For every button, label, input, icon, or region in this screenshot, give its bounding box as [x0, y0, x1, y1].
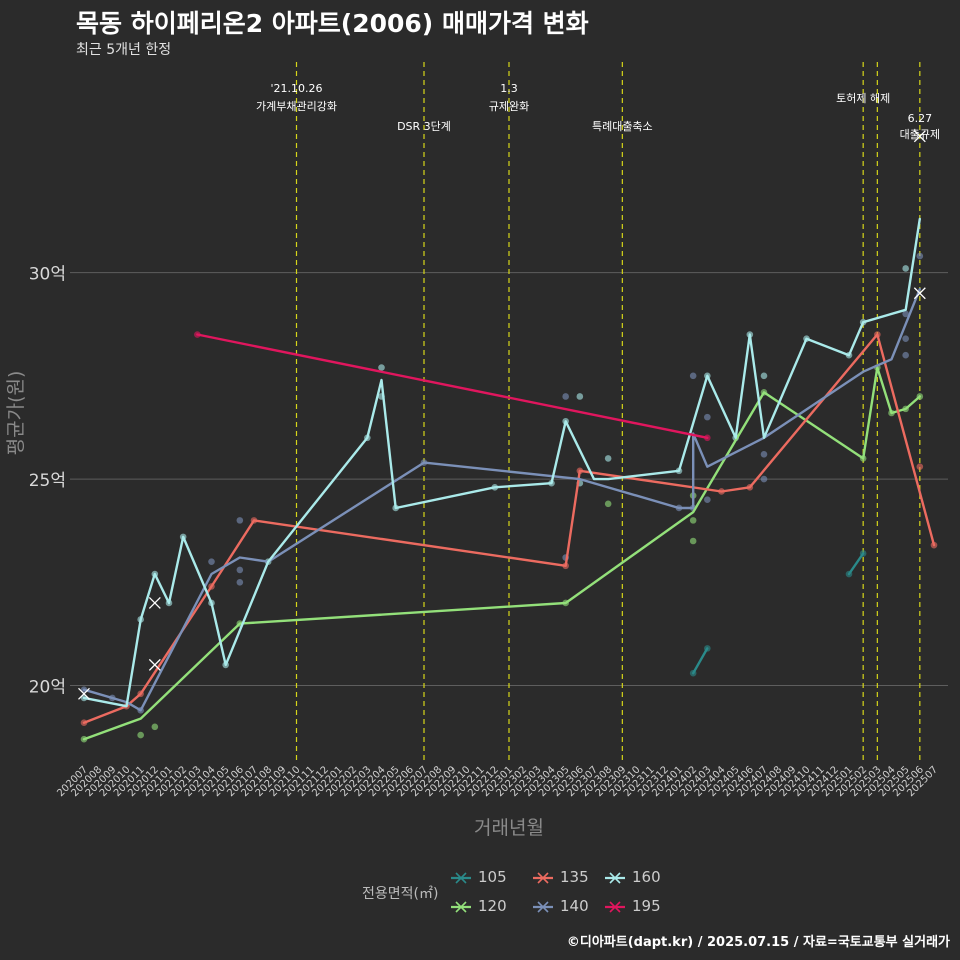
data-point-140 — [902, 335, 909, 342]
data-point-120 — [137, 731, 144, 739]
event-label: 규제완화 — [489, 100, 529, 113]
x-axis-title: 거래년월 — [474, 817, 544, 839]
cross-stroke — [78, 687, 90, 700]
data-point-140 — [236, 566, 244, 574]
legend-item-195: 195 — [604, 897, 661, 915]
chart-title: 목동 하이페리온2 아파트(2006) 매매가격 변화 — [76, 9, 589, 38]
event-label: DSR 3단계 — [397, 120, 451, 133]
legend-label: 120 — [478, 897, 507, 915]
event-label-date: 1.3 — [500, 82, 518, 95]
series-line-160 — [82, 217, 921, 708]
data-point-140 — [916, 252, 924, 260]
legend-item-120: 120 — [450, 897, 507, 915]
legend-key-icon — [533, 871, 553, 884]
data-point-140 — [902, 351, 909, 359]
event-label-date: '21.10.26 — [270, 82, 322, 95]
legend-key-icon — [605, 871, 625, 884]
cross-stroke — [148, 596, 161, 609]
legend-key-icon — [451, 871, 471, 884]
legend-label: 140 — [560, 897, 589, 915]
legend-item-105: 105 — [450, 868, 507, 886]
legend-label: 160 — [632, 868, 661, 886]
data-point-160 — [760, 372, 768, 380]
data-point-120 — [151, 723, 159, 731]
data-point-120 — [604, 500, 612, 508]
series-line-195 — [196, 333, 709, 439]
series-line-140 — [82, 287, 921, 712]
legend-key-icon — [533, 900, 553, 913]
y-tick-label: 25억 — [29, 471, 66, 491]
series-line-135 — [82, 333, 936, 724]
data-point-120 — [689, 537, 697, 545]
data-point-140 — [760, 475, 768, 483]
y-axis-title: 평균가(원) — [5, 371, 27, 456]
data-point-140 — [236, 579, 244, 586]
legend-title: 전용면적(㎡) — [362, 886, 439, 902]
chart-subtitle: 최근 5개년 한정 — [76, 42, 172, 58]
data-point-160 — [604, 455, 612, 462]
cross-stroke — [148, 658, 161, 671]
data-point-140 — [562, 393, 569, 400]
series-line-105 — [692, 647, 709, 675]
cross-mark-160 — [913, 130, 926, 143]
cross-stroke — [913, 287, 926, 300]
data-point-160 — [902, 265, 909, 272]
legend-item-140: 140 — [532, 897, 589, 915]
event-label: 토허제 해제 — [836, 91, 890, 105]
data-point-140 — [236, 517, 244, 524]
legend-item-135: 135 — [532, 868, 589, 886]
data-point-140 — [208, 558, 215, 565]
data-point-140 — [760, 450, 768, 458]
cross-mark-160 — [148, 658, 161, 671]
data-point-140 — [704, 496, 711, 504]
legend-key-icon — [605, 900, 625, 913]
data-point-160 — [576, 393, 584, 400]
data-point-135 — [916, 463, 924, 470]
series-line-105 — [847, 552, 865, 576]
y-tick-label: 30억 — [29, 265, 66, 285]
cross-mark-160 — [78, 687, 90, 700]
event-label: 가계부채관리강화 — [256, 100, 337, 113]
data-point-160 — [378, 364, 385, 371]
data-point-140 — [902, 310, 909, 318]
cross-mark-160 — [913, 287, 926, 300]
source-caption: ©디아파트(dapt.kr) / 2025.07.15 / 자료=국토교통부 실… — [566, 935, 950, 950]
y-tick-label: 20억 — [29, 678, 66, 698]
legend-item-160: 160 — [604, 868, 661, 886]
event-label-date: 6.27 — [908, 112, 933, 125]
legend-label: 105 — [478, 868, 507, 886]
series-line-120 — [82, 366, 921, 741]
data-point-120 — [689, 517, 697, 524]
event-label: 대출규제 — [900, 128, 940, 141]
legend-label: 135 — [560, 868, 589, 886]
data-point-140 — [704, 413, 711, 421]
legend-key-icon — [451, 900, 471, 913]
cross-mark-160 — [148, 596, 161, 609]
legend-label: 195 — [632, 897, 661, 915]
data-point-140 — [689, 372, 697, 380]
cross-stroke — [913, 130, 926, 143]
event-label: 특례대출축소 — [592, 120, 653, 133]
